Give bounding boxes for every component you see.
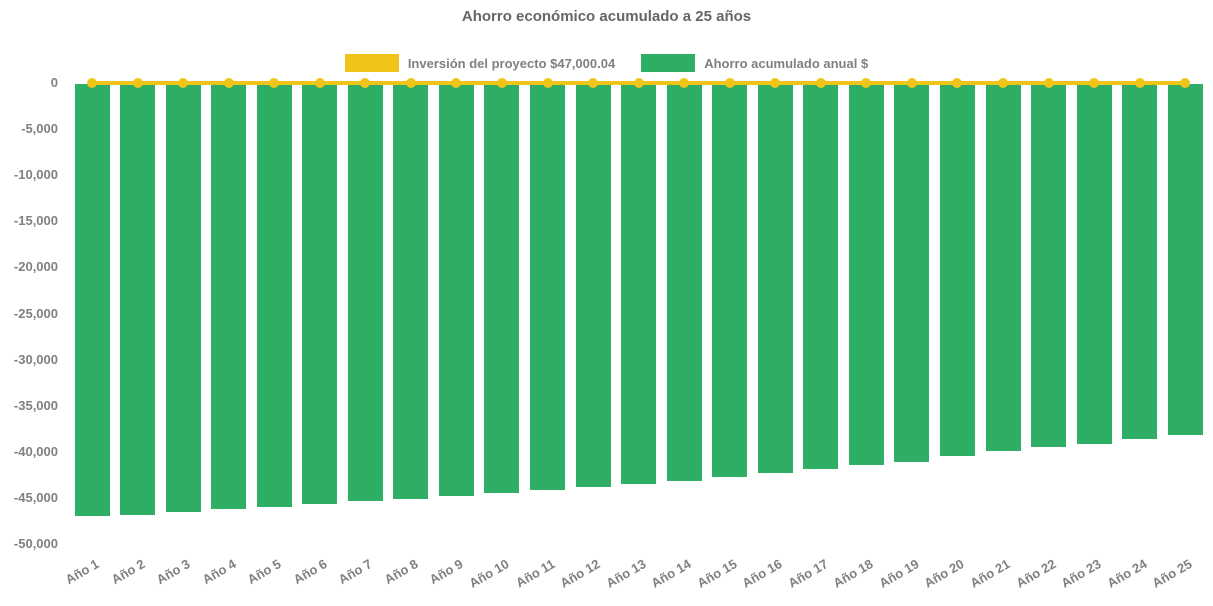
- bar-anio-14: [666, 83, 702, 481]
- bar-anio-16: [757, 83, 793, 474]
- bar-anio-12: [575, 83, 611, 488]
- investment-point-marker: [1043, 78, 1054, 88]
- investment-point-marker: [496, 78, 507, 88]
- bar-anio-15: [712, 83, 748, 478]
- bar-anio-18: [848, 83, 884, 466]
- investment-point-marker: [314, 78, 325, 88]
- y-tick-label: -5,000: [21, 121, 58, 137]
- investment-point-marker: [223, 78, 234, 88]
- bar-anio-7: [347, 83, 383, 502]
- bar-anio-19: [894, 83, 930, 462]
- investment-point-marker: [1180, 78, 1191, 88]
- investment-point-marker: [633, 78, 644, 88]
- legend-swatch-investment-icon: [344, 54, 399, 72]
- investment-point-marker: [906, 78, 917, 88]
- bar-anio-5: [256, 83, 292, 507]
- bar-anio-10: [484, 83, 520, 494]
- y-tick-label: -25,000: [13, 305, 58, 321]
- investment-point-marker: [861, 78, 872, 88]
- y-tick-label: -10,000: [13, 167, 58, 183]
- legend-swatch-savings-icon: [641, 54, 696, 72]
- bar-anio-4: [211, 83, 247, 510]
- y-tick-label: -20,000: [13, 259, 58, 275]
- y-tick-label: -40,000: [13, 443, 58, 459]
- investment-point-marker: [269, 78, 280, 88]
- investment-point-marker: [360, 78, 371, 88]
- bar-anio-11: [530, 83, 565, 491]
- y-tick-label: 0: [50, 75, 58, 90]
- chart-title: Ahorro económico acumulado a 25 años: [461, 8, 752, 25]
- bar-anio-6: [302, 83, 338, 505]
- investment-point-marker: [542, 78, 553, 88]
- investment-point-marker: [1134, 78, 1145, 88]
- y-tick-label: -50,000: [13, 536, 58, 551]
- investment-point-marker: [405, 78, 416, 88]
- investment-point-marker: [588, 78, 599, 88]
- investment-point-marker: [724, 78, 735, 88]
- chart-legend: Inversión del proyecto $47,000.04 Ahorro…: [0, 54, 1213, 72]
- bar-anio-9: [438, 83, 474, 497]
- legend-label-savings: Ahorro acumulado anual $: [704, 55, 869, 71]
- investment-point-marker: [952, 78, 963, 88]
- bar-anio-3: [165, 83, 201, 513]
- y-tick-label: -15,000: [13, 213, 58, 229]
- y-tick-label: -35,000: [13, 397, 58, 413]
- bar-anio-17: [803, 83, 839, 470]
- investment-point-marker: [451, 78, 462, 88]
- investment-point-marker: [998, 78, 1008, 88]
- bar-anio-20: [939, 83, 975, 457]
- y-tick-label: -30,000: [13, 351, 58, 367]
- bar-anio-24: [1122, 83, 1158, 440]
- investment-point-marker: [178, 78, 189, 88]
- legend-item-savings[interactable]: Ahorro acumulado anual $: [641, 54, 868, 72]
- investment-point-marker: [132, 78, 143, 88]
- y-tick-label: -45,000: [13, 489, 58, 505]
- bar-anio-22: [1031, 83, 1067, 448]
- investment-point-marker: [1089, 78, 1100, 88]
- bar-anio-2: [120, 83, 156, 516]
- bar-anio-1: [74, 83, 110, 517]
- investment-point-marker: [815, 78, 826, 88]
- investment-point-marker: [770, 78, 781, 88]
- investment-point-marker: [679, 78, 690, 88]
- legend-item-investment[interactable]: Inversión del proyecto $47,000.04: [344, 54, 616, 72]
- bar-anio-8: [393, 83, 429, 499]
- bar-anio-21: [985, 83, 1021, 452]
- bar-anio-13: [621, 83, 657, 485]
- bar-anio-25: [1167, 83, 1203, 435]
- legend-label-investment: Inversión del proyecto $47,000.04: [407, 55, 616, 71]
- investment-point-marker: [87, 78, 97, 88]
- bar-anio-23: [1076, 83, 1112, 445]
